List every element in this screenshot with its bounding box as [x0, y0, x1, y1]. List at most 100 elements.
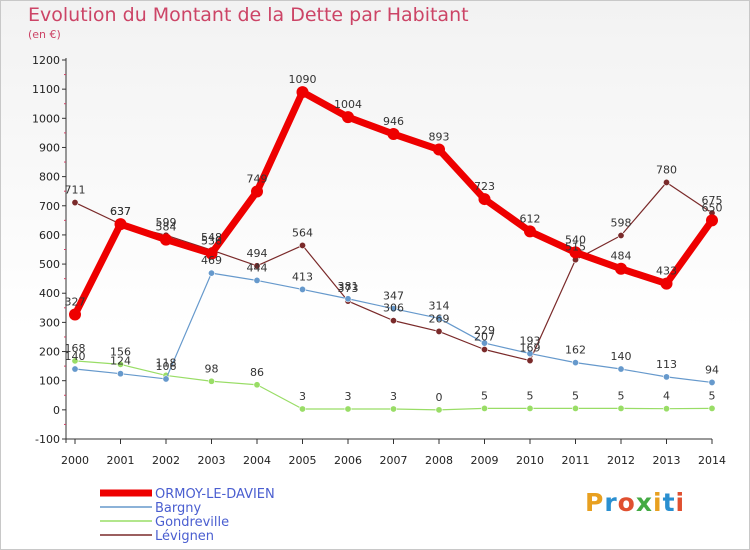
data-point	[208, 269, 216, 277]
data-label: 162	[565, 344, 586, 357]
data-point	[389, 317, 397, 325]
data-point	[162, 375, 170, 383]
data-label: 306	[383, 302, 404, 315]
data-point	[298, 285, 306, 293]
data-point	[435, 327, 443, 335]
x-tick-label: 2001	[107, 454, 135, 467]
data-point	[706, 214, 718, 227]
data-label: 169	[520, 342, 541, 355]
data-label: 140	[65, 350, 86, 363]
data-point	[342, 111, 354, 124]
data-point	[526, 350, 534, 358]
logo-letter: i	[653, 488, 663, 517]
data-point	[526, 357, 534, 365]
data-label: 413	[292, 270, 313, 283]
x-tick-label: 2006	[334, 454, 362, 467]
data-point	[435, 406, 443, 414]
data-label: 314	[429, 299, 450, 312]
labels-ormoy-le-davien: 327 637 584 536 749 1090 1004 946 893 723 612 540 48…	[65, 73, 723, 308]
x-tick-label: 2013	[653, 454, 681, 467]
logo-letter: t	[662, 488, 676, 517]
x-tick-label: 2009	[471, 454, 499, 467]
data-label: 4	[663, 390, 670, 403]
x-tick-label: 2012	[607, 454, 635, 467]
data-label: 749	[247, 172, 268, 185]
data-point	[208, 377, 216, 385]
labels-gondreville: 168 156 118 98 86 3 3 3 0 5 5 5 5 4 5	[65, 342, 716, 404]
data-label: 0	[436, 391, 443, 404]
x-tick-label: 2011	[562, 454, 590, 467]
data-point	[708, 378, 716, 386]
data-label: 536	[201, 235, 222, 248]
data-label: 494	[247, 247, 268, 260]
data-label: 1004	[334, 98, 362, 111]
logo-letter: x	[635, 488, 653, 517]
chart-title: Evolution du Montant de la Dette par Hab…	[28, 4, 469, 26]
x-tick-label: 2014	[698, 454, 726, 467]
data-point	[71, 365, 79, 373]
data-label: 675	[702, 194, 723, 207]
y-tick-label: 300	[39, 316, 60, 329]
data-label: 373	[338, 282, 359, 295]
logo-letter: o	[617, 488, 636, 517]
x-tick-label: 2007	[380, 454, 408, 467]
x-tick-label: 2005	[289, 454, 317, 467]
x-tick-label: 2008	[425, 454, 453, 467]
data-label: 140	[611, 350, 632, 363]
x-tick-label: 2003	[198, 454, 226, 467]
data-label: 637	[110, 205, 131, 218]
data-point	[298, 241, 306, 249]
data-point	[526, 404, 534, 412]
data-label: 540	[565, 233, 586, 246]
y-tick-label: 700	[39, 200, 60, 213]
data-label: 612	[520, 212, 541, 225]
data-point	[478, 193, 491, 206]
data-label: 469	[201, 254, 222, 267]
data-label: 193	[520, 335, 541, 348]
legend-label-bargny: Bargny	[155, 501, 201, 516]
x-tick-label: 2010	[516, 454, 544, 467]
x-tick-label: 2000	[61, 454, 89, 467]
data-point	[253, 381, 261, 389]
data-label: 433	[656, 265, 677, 278]
data-label: 584	[156, 221, 177, 234]
data-label: 548	[201, 231, 222, 244]
data-point	[571, 404, 579, 412]
data-point	[298, 405, 306, 413]
data-point	[433, 143, 445, 156]
data-point	[617, 365, 625, 373]
data-label: 444	[247, 261, 268, 274]
y-tick-label: 600	[39, 229, 60, 242]
data-point	[571, 359, 579, 367]
y-tick-label: 900	[39, 141, 60, 154]
data-point	[389, 405, 397, 413]
data-point	[205, 247, 218, 260]
data-label: 637	[110, 205, 131, 218]
y-tick-label: 200	[39, 346, 60, 359]
series-ormoy-le-davien	[69, 86, 718, 321]
data-point	[435, 314, 443, 322]
data-label: 723	[474, 180, 495, 193]
data-point	[253, 276, 261, 284]
series-bargny	[71, 269, 716, 386]
data-label: 1090	[289, 73, 317, 86]
chart-subtitle: (en €)	[28, 28, 61, 41]
data-point	[569, 246, 582, 259]
data-point	[114, 218, 127, 231]
data-point	[480, 404, 488, 412]
data-label: 94	[705, 363, 719, 376]
data-label: 3	[299, 390, 306, 403]
series-gondreville	[71, 357, 716, 414]
y-tick-label: 800	[39, 171, 60, 184]
proxiti-logo: Proxiti	[585, 488, 685, 517]
data-point	[708, 404, 716, 412]
y-tick-label: 1100	[32, 83, 60, 96]
data-label: 168	[65, 342, 86, 355]
data-point	[662, 373, 670, 381]
legend-label-l-vignen: Lévignen	[155, 529, 214, 544]
data-label: 207	[474, 330, 495, 343]
data-label: 327	[65, 296, 86, 309]
labels-l-vignen: 711 637 599 548 494 564 373 306 269 207 169 515 598 7…	[65, 163, 723, 354]
data-label: 347	[383, 290, 404, 303]
